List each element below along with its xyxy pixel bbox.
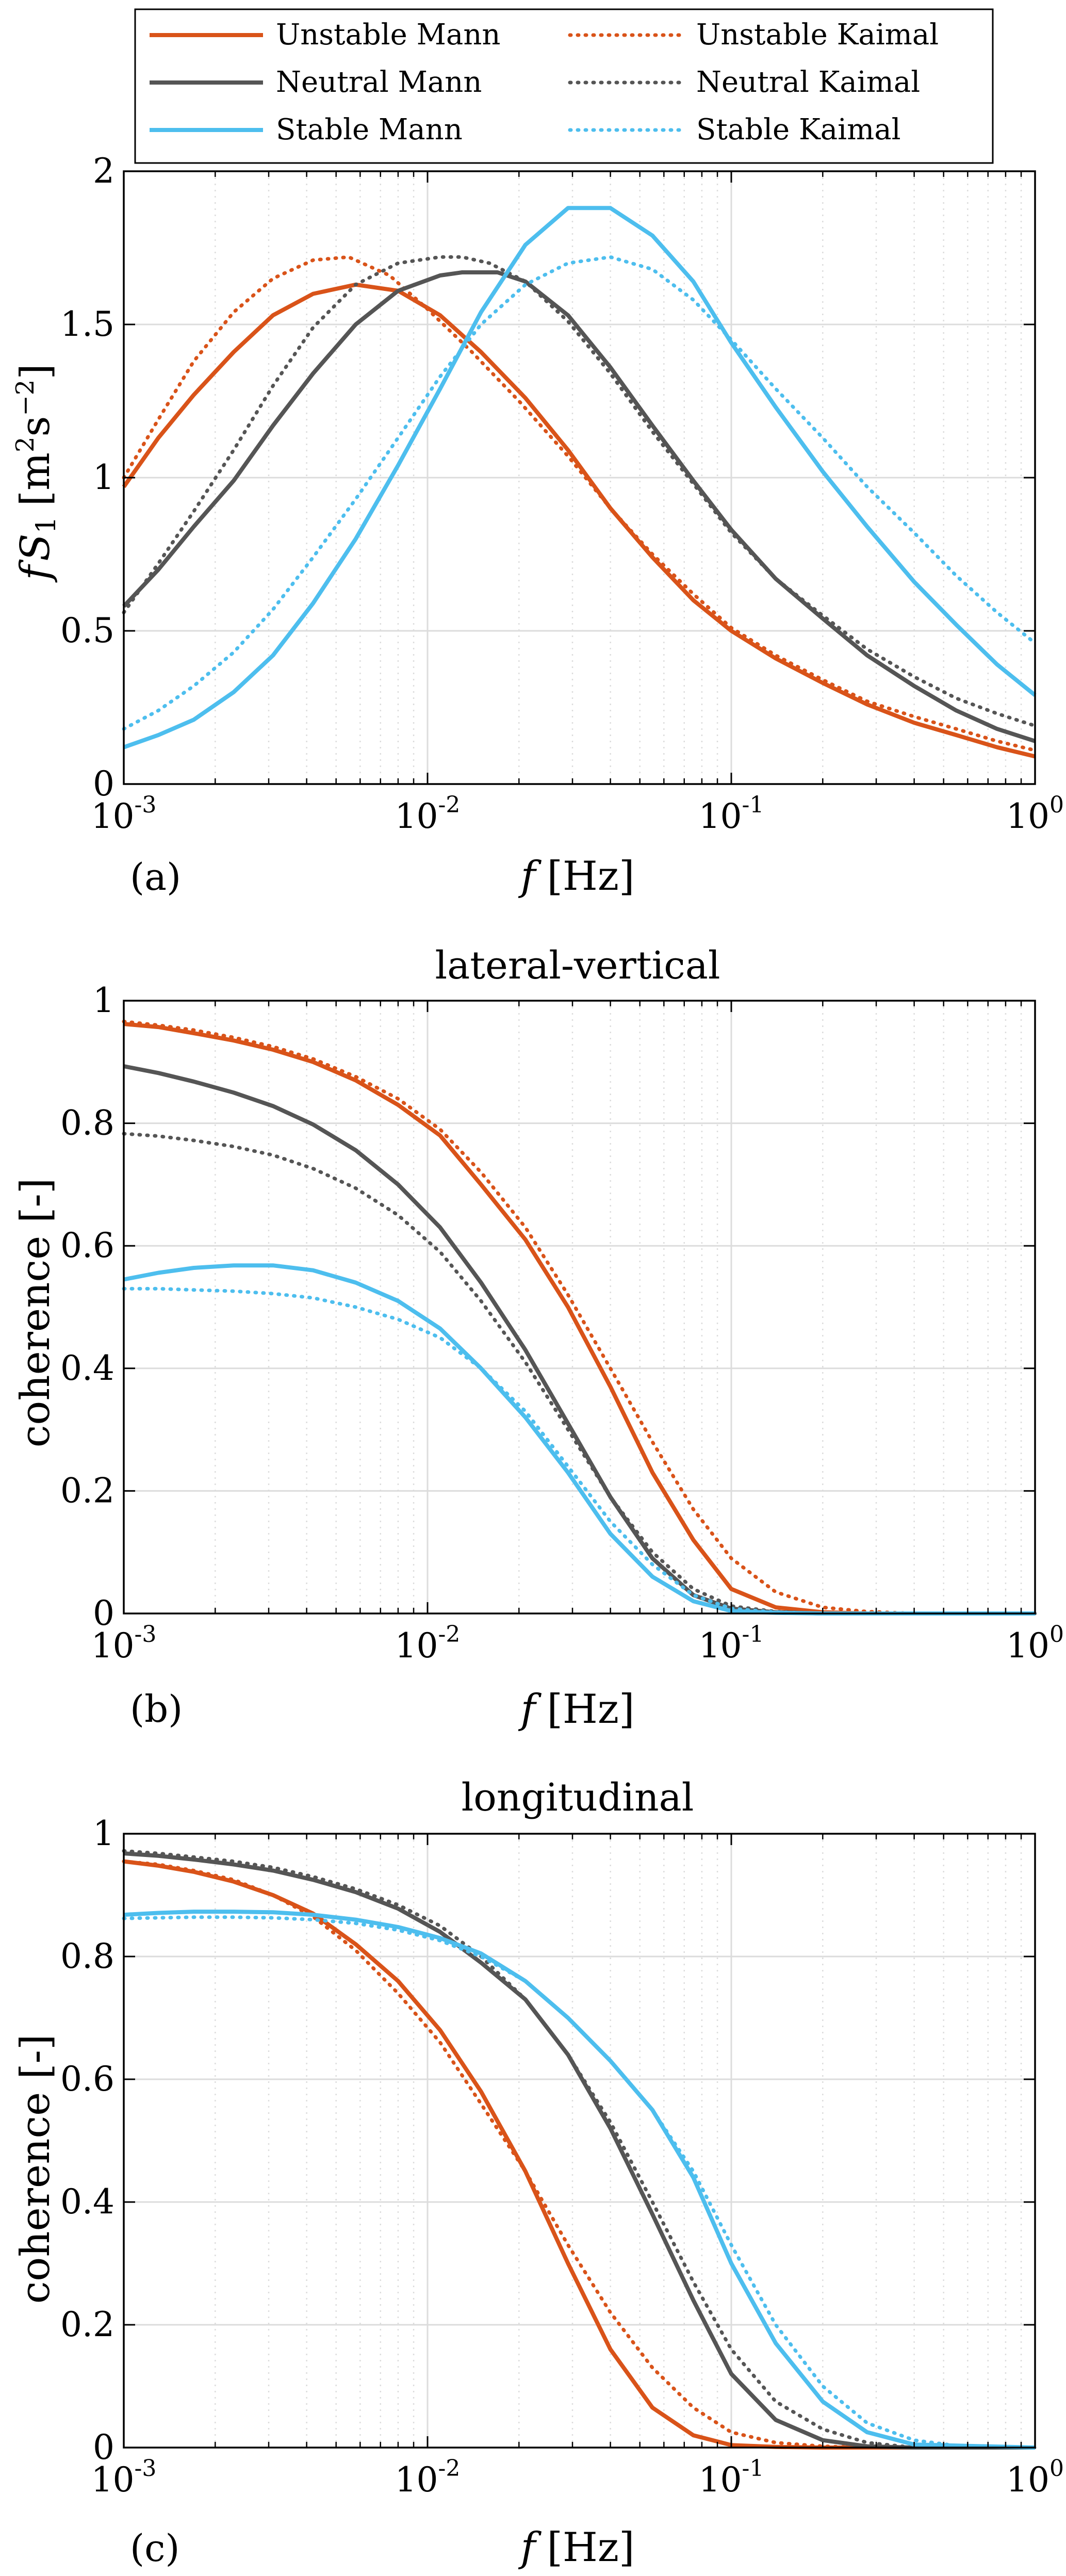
legend-label-unstable-kaimal: Unstable Kaimal bbox=[696, 18, 939, 52]
chart-c-series-unstable-kaimal bbox=[122, 1860, 1037, 2450]
chart-b-xtick-label: 10-1 bbox=[699, 1621, 764, 1666]
chart-c-tick-marks bbox=[123, 1833, 1036, 2449]
legend-box bbox=[134, 8, 994, 164]
chart-b-panel-label: (b) bbox=[130, 1687, 183, 1731]
chart-c-ytick-label: 0 bbox=[93, 2427, 114, 2467]
chart-c-xtick-label: 10-3 bbox=[91, 2455, 157, 2500]
chart-a-tick-marks bbox=[123, 170, 1036, 785]
chart-c-series-neutral-kaimal bbox=[122, 1849, 1037, 2450]
chart-a-ytick-label: 2 bbox=[93, 151, 114, 191]
chart-a-series-neutral-kaimal bbox=[122, 255, 1037, 728]
legend-label-neutral-kaimal: Neutral Kaimal bbox=[696, 66, 920, 99]
chart-a-xtick-label: 10-1 bbox=[699, 792, 764, 836]
chart-a-series-neutral-mann bbox=[122, 270, 1036, 743]
legend-label-unstable-mann: Unstable Mann bbox=[276, 18, 500, 52]
chart-a-series-stable-kaimal bbox=[122, 255, 1037, 731]
chart-b-xtick-label: 10-3 bbox=[91, 1621, 157, 1666]
chart-b-ytick-label: 0.4 bbox=[60, 1348, 114, 1388]
chart-b-xtick-label: 10-2 bbox=[395, 1621, 461, 1666]
chart-a-ytick-label: 0 bbox=[93, 764, 114, 804]
chart-b-title: lateral-vertical bbox=[435, 943, 720, 988]
chart-b-tick-marks bbox=[123, 1000, 1036, 1615]
chart-a-xtick-label: 100 bbox=[1006, 792, 1064, 836]
chart-c-xtick-label: 10-1 bbox=[699, 2455, 764, 2500]
chart-b-ytick-label: 0.2 bbox=[60, 1471, 114, 1510]
chart-c-ytick-label: 0.2 bbox=[60, 2305, 114, 2344]
chart-c-series-stable-kaimal bbox=[122, 1915, 1037, 2450]
chart-a-panel-label: (a) bbox=[130, 855, 181, 899]
legend: Unstable Mann Unstable Kaimal Neutral Mann… bbox=[134, 8, 994, 164]
chart-c-xlabel: f [Hz] bbox=[518, 2524, 635, 2571]
legend-label-neutral-mann: Neutral Mann bbox=[276, 66, 482, 99]
chart-a-series-stable-mann bbox=[123, 206, 1037, 749]
chart-c-axes-frame bbox=[123, 1833, 1036, 2449]
chart-a-ytick-label: 1.5 bbox=[60, 304, 114, 344]
chart-c-ytick-label: 0.4 bbox=[60, 2182, 114, 2222]
legend-label-stable-kaimal: Stable Kaimal bbox=[696, 113, 900, 146]
chart-panel-c: longitudinal coherence [-] f [Hz] (c) 0 0.… bbox=[12, 1775, 1064, 2571]
chart-a-xlabel: f [Hz] bbox=[518, 853, 635, 900]
chart-a-series-group bbox=[122, 206, 1037, 759]
chart-panel-b: lateral-vertical coherence [-] f [Hz] (b)… bbox=[12, 943, 1064, 1733]
chart-b-xtick-label: 100 bbox=[1006, 1621, 1064, 1666]
chart-c-series-group bbox=[122, 1849, 1037, 2450]
chart-c-xtick-label: 10-2 bbox=[395, 2455, 461, 2500]
chart-c-grid bbox=[124, 1834, 1035, 2448]
chart-c-ylabel: coherence [-] bbox=[12, 2034, 59, 2304]
chart-c-panel-label: (c) bbox=[130, 2526, 180, 2570]
chart-c-series-stable-mann bbox=[123, 1910, 1036, 2450]
chart-b-xlabel: f [Hz] bbox=[518, 1686, 635, 1733]
chart-a-xtick-label: 10-2 bbox=[395, 792, 461, 836]
chart-c-ytick-label: 0.8 bbox=[60, 1936, 114, 1976]
chart-b-ytick-label: 0 bbox=[93, 1593, 114, 1633]
chart-b-series-unstable-kaimal bbox=[122, 1019, 1037, 1616]
chart-a-ytick-label: 0.5 bbox=[60, 611, 114, 650]
chart-c-title: longitudinal bbox=[462, 1775, 694, 1820]
chart-b-ytick-label: 0.8 bbox=[60, 1103, 114, 1143]
chart-a-series-unstable-mann bbox=[122, 282, 1036, 759]
chart-c-ytick-label: 1 bbox=[93, 1814, 114, 1853]
chart-a-xtick-label: 10-3 bbox=[91, 792, 157, 836]
chart-c-xtick-label: 100 bbox=[1006, 2455, 1064, 2500]
chart-b-axes-frame bbox=[123, 1000, 1036, 1615]
chart-c-ytick-label: 0.6 bbox=[60, 2059, 114, 2099]
chart-a-series-unstable-kaimal bbox=[122, 255, 1037, 753]
chart-b-ytick-label: 1 bbox=[93, 981, 114, 1020]
chart-a-ytick-label: 1 bbox=[93, 458, 114, 497]
chart-b-ylabel: coherence [-] bbox=[12, 1178, 59, 1448]
chart-b-series-unstable-mann bbox=[123, 1022, 1035, 1616]
chart-a-grid bbox=[124, 171, 1035, 784]
legend-label-stable-mann: Stable Mann bbox=[276, 113, 463, 146]
chart-b-ytick-label: 0.6 bbox=[60, 1226, 114, 1265]
